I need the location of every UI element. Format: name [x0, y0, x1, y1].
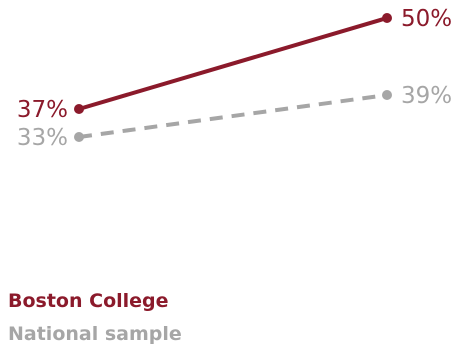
data-point-boston-college-1: [74, 104, 84, 114]
legend-entry-national-sample: National sample: [8, 323, 182, 345]
series-line-national-sample: [78, 93, 388, 139]
series-line-boston-college: [78, 16, 388, 111]
legend-entry-boston-college: Boston College: [8, 290, 169, 312]
data-point-national-sample-1: [74, 132, 84, 142]
data-label-national-sample-2: 39%: [401, 83, 452, 109]
data-label-boston-college-2: 50%: [401, 6, 452, 32]
data-label-boston-college-1: 37%: [17, 97, 68, 123]
data-point-national-sample-2: [382, 90, 392, 100]
data-label-national-sample-1: 33%: [17, 125, 68, 151]
data-point-boston-college-2: [382, 13, 392, 23]
